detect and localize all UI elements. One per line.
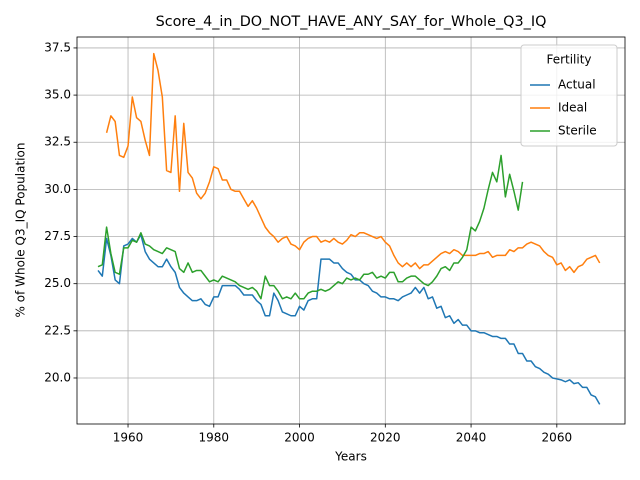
legend-label: Actual	[558, 78, 596, 92]
line-series	[97, 233, 601, 405]
y-tick-label: 27.5	[44, 229, 71, 243]
x-axis-label: Years	[334, 450, 367, 464]
y-tick-label: 25.0	[44, 276, 71, 290]
y-axis-label: % of Whole Q3_IQ Population	[14, 143, 28, 318]
y-tick-label: 37.5	[44, 40, 71, 54]
x-tick-label: 2000	[284, 431, 315, 445]
line-series	[105, 52, 601, 274]
x-tick-label: 2060	[542, 431, 573, 445]
y-tick-label: 30.0	[44, 182, 71, 196]
y-tick-label: 20.0	[44, 370, 71, 384]
x-tick-label: 1980	[199, 431, 230, 445]
x-tick-label: 2040	[456, 431, 487, 445]
x-tick-label: 2020	[370, 431, 401, 445]
line-series	[97, 154, 524, 300]
legend-box	[520, 44, 618, 147]
y-tick-label: 22.5	[44, 323, 71, 337]
legend: Fertility Actual Ideal Sterile	[520, 44, 618, 147]
y-tick-label: 35.0	[44, 88, 71, 102]
x-tick-label: 1960	[113, 431, 144, 445]
chart-title: Score_4_in_DO_NOT_HAVE_ANY_SAY_for_Whole…	[156, 14, 547, 30]
plot-frame	[76, 36, 626, 425]
legend-title: Fertility	[546, 53, 591, 67]
y-tick-label: 32.5	[44, 135, 71, 149]
legend-label: Ideal	[558, 101, 587, 115]
legend-label: Sterile	[558, 124, 597, 138]
